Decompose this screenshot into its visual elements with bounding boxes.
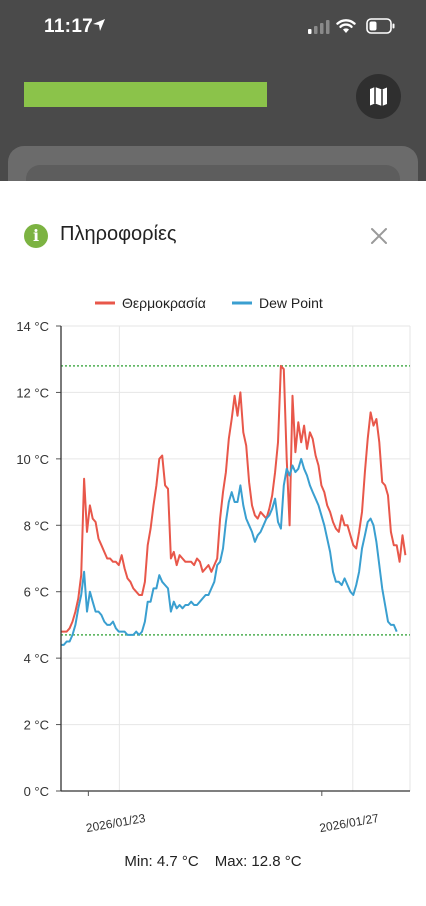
info-icon: i: [24, 224, 48, 248]
close-icon[interactable]: [367, 224, 391, 248]
map-button[interactable]: [356, 74, 401, 119]
max-label: Max: 12.8 °C: [214, 853, 302, 870]
chart-axes: 0 °C 2 °C 4 °C 6 °C 8 °C 10 °C 12 °C 14 °C 2026/…: [16, 319, 410, 835]
legend-label: Dew Point: [259, 295, 323, 311]
y-tick-label: 6 °C: [24, 585, 49, 600]
header-accent-bar: [24, 82, 267, 107]
x-tick-label: 2026/01/23: [85, 811, 147, 835]
temperature-chart: 0 °C 2 °C 4 °C 6 °C 8 °C 10 °C 12 °C 14 °C 2026/…: [16, 295, 411, 835]
status-bar: 11:17: [0, 0, 426, 56]
chart-legend: Θερμοκρασία Dew Point: [95, 295, 323, 311]
min-max-summary: Min: 4.7 °C Max: 12.8 °C: [0, 853, 426, 870]
min-label: Min: 4.7 °C: [124, 853, 199, 870]
status-time: 11:17: [44, 16, 94, 37]
chart-series: [61, 364, 407, 646]
series-line-0: [61, 364, 407, 633]
y-tick-label: 14 °C: [16, 319, 49, 334]
wifi-icon: [336, 19, 356, 33]
map-icon: [370, 87, 387, 106]
info-sheet: [0, 181, 426, 906]
y-tick-label: 0 °C: [24, 784, 49, 799]
legend-label: Θερμοκρασία: [122, 295, 206, 311]
battery-icon: [366, 18, 395, 34]
y-tick-label: 4 °C: [24, 651, 49, 666]
location-arrow-icon: [93, 19, 105, 31]
y-tick-label: 10 °C: [16, 452, 49, 467]
cellular-signal-icon: [308, 20, 330, 34]
series-line-1: [61, 457, 398, 646]
x-tick-label: 2026/01/27: [318, 811, 380, 835]
y-tick-label: 8 °C: [24, 518, 49, 533]
sheet-title: Πληροφορίες: [60, 223, 177, 245]
y-tick-label: 2 °C: [24, 718, 49, 733]
y-tick-label: 12 °C: [16, 385, 49, 400]
